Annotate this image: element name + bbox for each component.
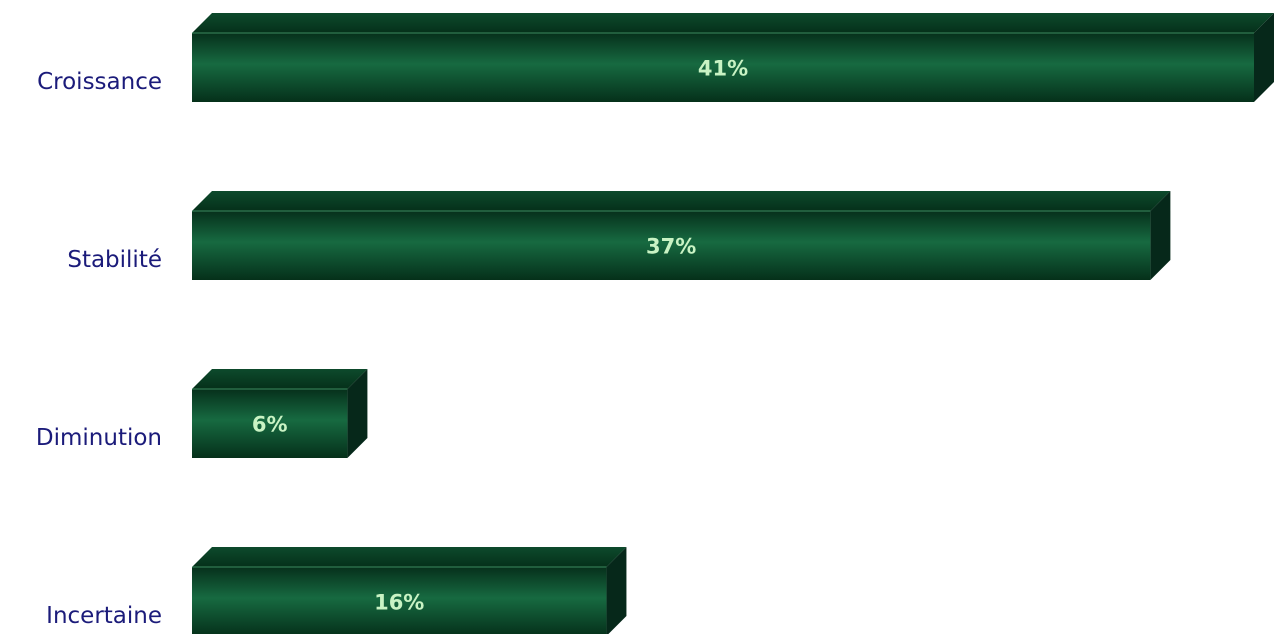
bar <box>192 567 607 634</box>
bar-side <box>1150 191 1171 280</box>
bar-3d <box>192 191 1171 280</box>
value-label: 37% <box>646 235 696 259</box>
category-label: Croissance <box>37 69 162 95</box>
value-label: 41% <box>698 57 748 81</box>
bar-3d <box>192 547 627 634</box>
bar-top <box>192 13 1274 33</box>
category-label: Stabilité <box>67 247 162 273</box>
bar-top <box>192 369 368 389</box>
bar <box>192 211 1151 280</box>
category-label: Diminution <box>36 425 162 451</box>
bar-top <box>192 547 627 567</box>
bar-side <box>1254 13 1274 102</box>
category-label: Incertaine <box>46 603 162 629</box>
value-label: 6% <box>252 413 288 437</box>
bar-side <box>606 547 627 634</box>
bar-3d <box>192 369 368 458</box>
bar-side <box>347 369 368 458</box>
bar-3d <box>192 13 1274 102</box>
value-label: 16% <box>374 591 424 615</box>
bar <box>192 389 348 458</box>
bar-top <box>192 191 1171 211</box>
bar <box>192 33 1254 102</box>
